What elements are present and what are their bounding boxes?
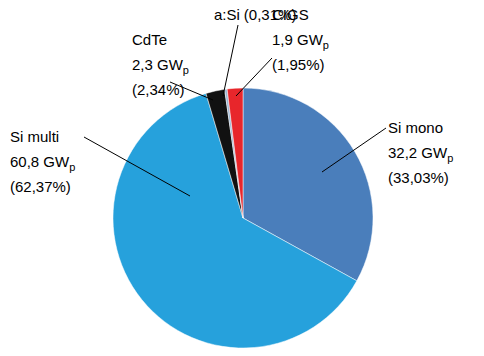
leader-line xyxy=(236,58,272,96)
slice-label: CdTe xyxy=(132,31,167,48)
capacity-text: 60,8 GW xyxy=(10,153,70,170)
plot-area xyxy=(113,88,373,348)
capacity-text: 1,9 GW xyxy=(272,31,324,48)
slice xyxy=(225,89,243,218)
slice xyxy=(227,88,243,218)
capacity-label: 32,2 GWp xyxy=(388,144,453,164)
capacity-subscript: p xyxy=(447,152,453,164)
capacity-label: 60,8 GWp xyxy=(10,153,75,173)
capacity-text: 2,3 GW xyxy=(132,56,184,73)
slice-label: CIGS xyxy=(272,6,309,23)
data-label: (62,37%) xyxy=(10,178,71,195)
data-label: (1,95%) xyxy=(272,56,325,73)
chart: Si mono32,2 GWp(33,03%)Si multi60,8 GWp(… xyxy=(0,0,484,356)
capacity-text: 32,2 GW xyxy=(388,144,448,161)
slice-label: a:Si xyxy=(214,6,240,23)
capacity-subscript: p xyxy=(69,161,75,173)
leader-line xyxy=(223,25,238,96)
slice-label: Si multi xyxy=(10,128,59,145)
slice-label: Si mono xyxy=(388,119,443,136)
labels: Si mono32,2 GWp(33,03%)Si multi60,8 GWp(… xyxy=(10,6,453,196)
capacity-label: 1,9 GWp xyxy=(272,31,329,51)
capacity-subscript: p xyxy=(183,64,189,76)
capacity-label: 2,3 GWp xyxy=(132,56,189,76)
capacity-subscript: p xyxy=(323,39,329,51)
data-label: (2,34%) xyxy=(132,81,185,98)
leader-line xyxy=(322,128,386,172)
data-label: (33,03%) xyxy=(388,169,449,186)
slices xyxy=(113,88,373,348)
leader-line xyxy=(84,137,190,196)
